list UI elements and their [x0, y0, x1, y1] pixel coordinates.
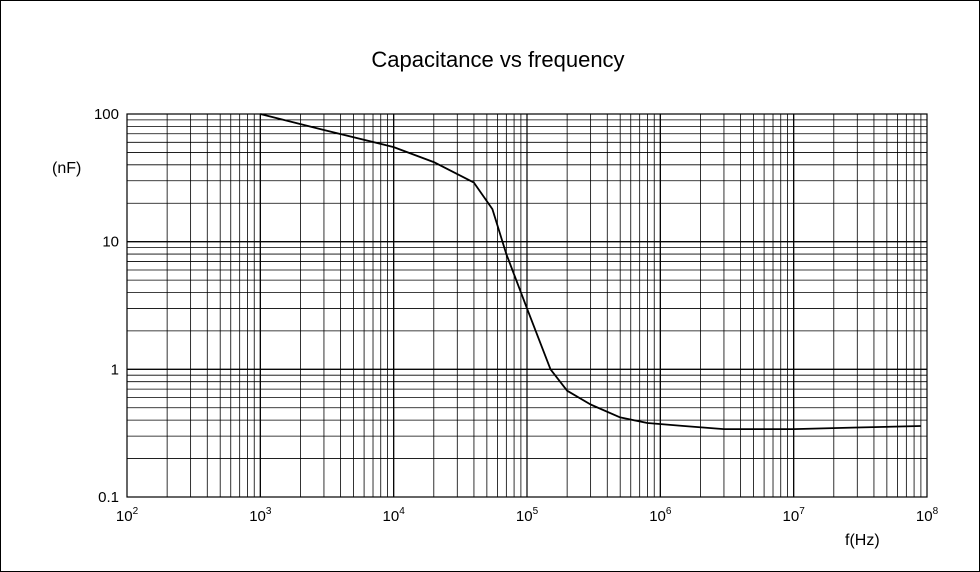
y-tick-label: 10 [102, 234, 119, 251]
x-tick-base: 10 [383, 508, 400, 525]
series-line-1 [260, 113, 921, 431]
y-tick-label: 100 [94, 106, 119, 123]
plot-border [126, 113, 928, 498]
x-tick-base: 10 [783, 508, 800, 525]
x-tick-exponent: 6 [666, 506, 672, 517]
x-tick-exponent: 3 [266, 506, 272, 517]
x-tick-label: 104 [383, 506, 406, 525]
y-tick-label: 0.1 [98, 489, 119, 506]
x-tick-exponent: 5 [533, 506, 539, 517]
x-tick-exponent: 7 [799, 506, 805, 517]
x-tick-label: 103 [249, 506, 272, 525]
x-tick-label: 105 [516, 506, 539, 525]
grid [127, 114, 927, 497]
plot-area [126, 113, 928, 498]
series-layer [260, 113, 921, 431]
y-axis-label: (nF) [52, 160, 81, 177]
x-tick-base: 10 [649, 508, 666, 525]
y-tick-label: 1 [111, 361, 119, 378]
x-axis-label: f(Hz) [845, 532, 880, 549]
x-tick-exponent: 4 [399, 506, 405, 517]
x-tick-exponent: 8 [933, 506, 939, 517]
x-tick-base: 10 [249, 508, 266, 525]
x-tick-label: 102 [116, 506, 139, 525]
x-tick-label: 108 [916, 506, 939, 525]
x-tick-exponent: 2 [133, 506, 139, 517]
chart-title: Capacitance vs frequency [371, 47, 624, 72]
x-tick-base: 10 [516, 508, 533, 525]
x-tick-label: 106 [649, 506, 672, 525]
x-tick-label: 107 [783, 506, 806, 525]
x-tick-base: 10 [916, 508, 933, 525]
x-tick-base: 10 [116, 508, 133, 525]
